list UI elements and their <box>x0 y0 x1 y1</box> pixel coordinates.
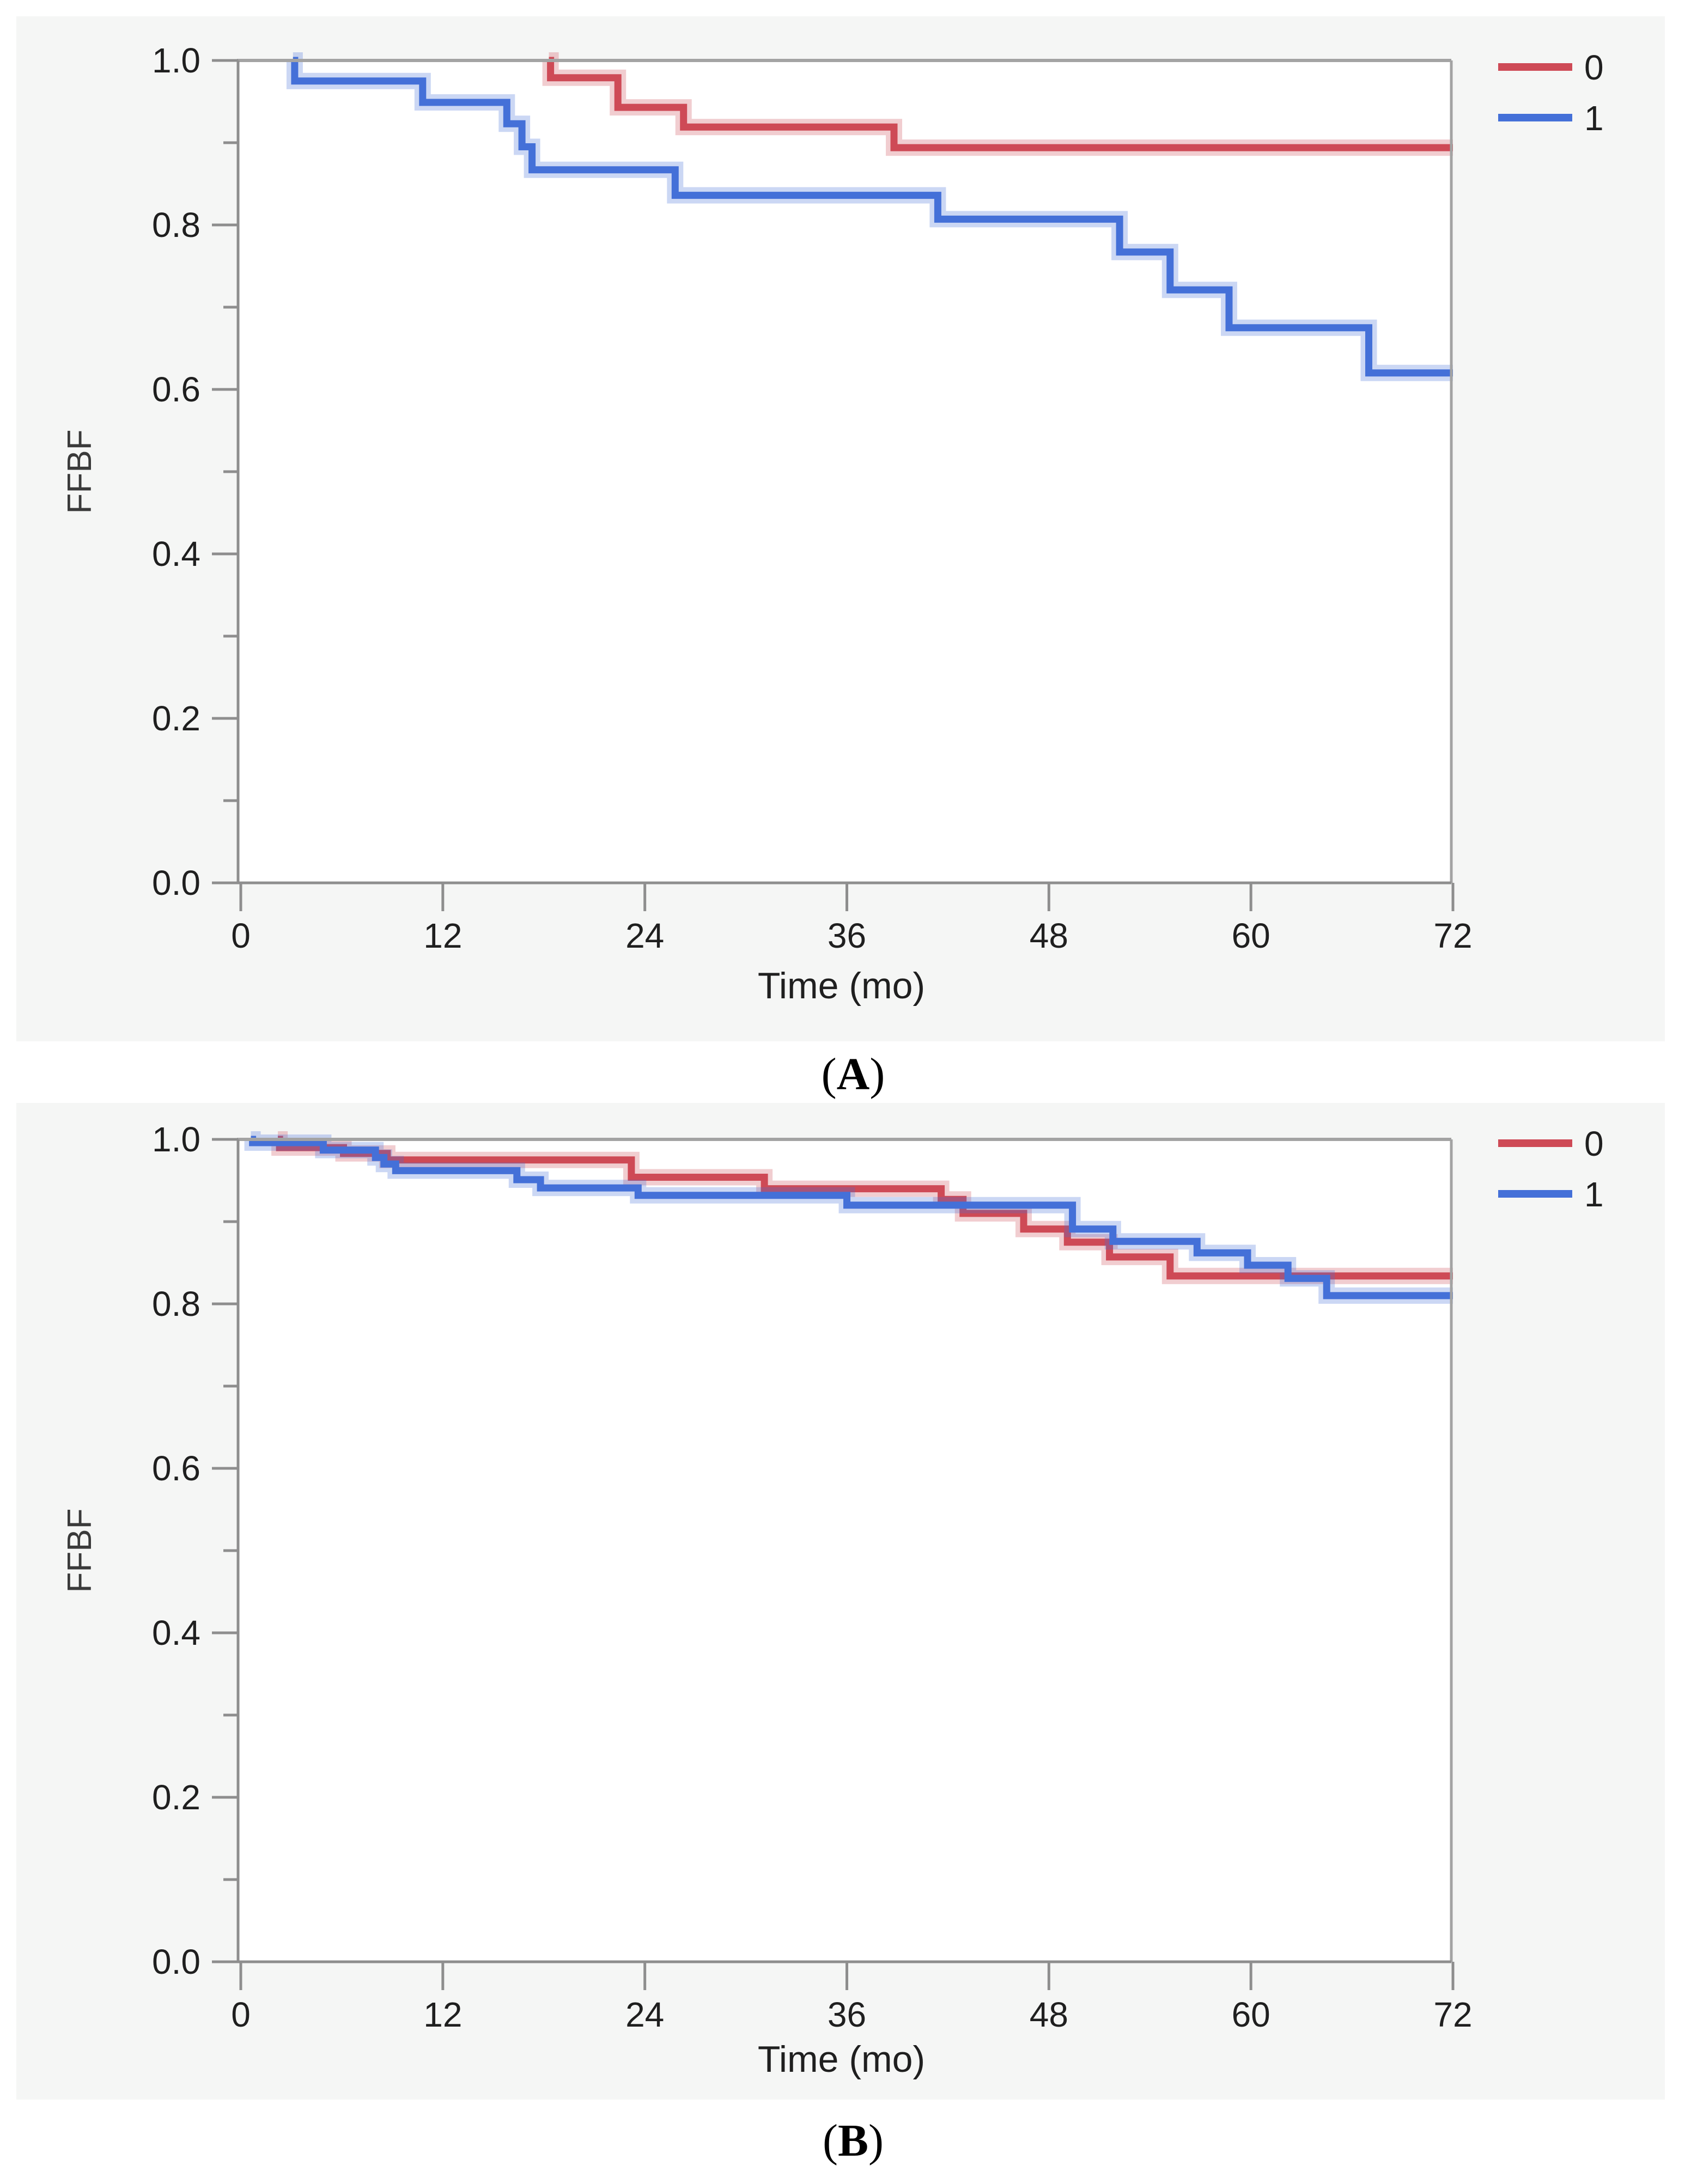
legend-label-0: 0 <box>1584 1124 1604 1163</box>
survival-curve-b-1[interactable] <box>249 1136 1453 1300</box>
x-tick-label: 36 <box>828 1995 866 2034</box>
legend-a: 01 <box>1498 48 1604 138</box>
x-tick-label: 12 <box>423 916 462 955</box>
chart-b: 1.0 0.8 0.6 0.4 0.2 0.0 0 12 24 36 48 60 72 Time (mo)… <box>61 1120 1604 2080</box>
y-tick-label: 0.4 <box>152 1613 200 1652</box>
y-tick-label: 0.8 <box>152 205 200 245</box>
y-tick-label: 0.6 <box>152 1449 200 1488</box>
x-tick-label: 48 <box>1030 916 1068 955</box>
axis-title-time-a: Time (mo) <box>758 965 925 1006</box>
survival-curve-a-0[interactable] <box>547 57 1453 151</box>
x-tick-label: 0 <box>231 916 251 955</box>
x-tick-label: 60 <box>1232 916 1270 955</box>
x-tick-label: 24 <box>625 916 664 955</box>
y-tick-label: 0.2 <box>152 699 200 738</box>
x-tick-label: 72 <box>1433 916 1472 955</box>
legend-item-1[interactable]: 1 <box>1498 1175 1604 1214</box>
legend-item-1[interactable]: 1 <box>1498 99 1604 138</box>
legend-item-0[interactable]: 0 <box>1498 48 1604 87</box>
axis-title-ffbf-b: FFBF <box>61 1509 99 1593</box>
survival-curve-a-1[interactable] <box>291 57 1453 377</box>
legend-item-0[interactable]: 0 <box>1498 1124 1604 1163</box>
legend-label-0: 0 <box>1584 48 1604 87</box>
y-tick-label: 0.2 <box>152 1778 200 1817</box>
y-tick-label: 0.0 <box>152 1942 200 1981</box>
chart-a: 1.0 0.8 0.6 0.4 0.2 0.0 0 12 24 36 48 60 72 Time (mo)… <box>61 41 1604 1006</box>
y-tick-label: 1.0 <box>152 1120 200 1159</box>
legend-b: 01 <box>1498 1124 1604 1214</box>
x-tick-label: 36 <box>828 916 866 955</box>
y-tick-label: 1.0 <box>152 41 200 80</box>
x-tick-label: 0 <box>231 1995 251 2034</box>
axis-title-ffbf-a: FFBF <box>61 430 99 514</box>
plot-area-a <box>238 60 1451 883</box>
x-tick-label: 24 <box>625 1995 664 2034</box>
x-tick-label: 12 <box>423 1995 462 2034</box>
x-tick-label: 48 <box>1030 1995 1068 2034</box>
axis-title-time-b: Time (mo) <box>758 2039 925 2080</box>
legend-label-1: 1 <box>1584 99 1604 138</box>
y-tick-label: 0.0 <box>152 863 200 902</box>
caption-b: (B) <box>823 2115 884 2166</box>
caption-a: (A) <box>822 1049 885 1100</box>
y-tick-label: 0.4 <box>152 534 200 574</box>
y-tick-label: 0.6 <box>152 370 200 409</box>
y-tick-label: 0.8 <box>152 1284 200 1323</box>
x-tick-label: 60 <box>1232 1995 1270 2034</box>
legend-label-1: 1 <box>1584 1175 1604 1214</box>
x-tick-label: 72 <box>1433 1995 1472 2034</box>
